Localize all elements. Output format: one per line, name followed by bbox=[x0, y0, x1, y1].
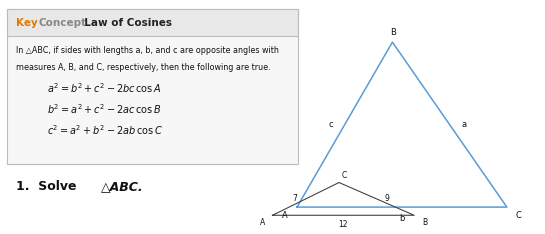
Text: Law of Cosines: Law of Cosines bbox=[77, 18, 172, 28]
FancyBboxPatch shape bbox=[7, 9, 298, 164]
Text: A: A bbox=[282, 211, 288, 220]
Text: Key: Key bbox=[16, 18, 38, 28]
Text: C: C bbox=[342, 171, 347, 180]
Text: $c^2 = a^2 + b^2 - 2ab\,\cos C$: $c^2 = a^2 + b^2 - 2ab\,\cos C$ bbox=[47, 123, 164, 137]
Text: △ABC.: △ABC. bbox=[101, 180, 143, 193]
Text: 1.  Solve: 1. Solve bbox=[16, 180, 81, 193]
Text: c: c bbox=[328, 120, 332, 129]
Text: Concept: Concept bbox=[38, 18, 86, 28]
Text: 7: 7 bbox=[293, 194, 298, 203]
FancyBboxPatch shape bbox=[7, 9, 298, 36]
Text: $b^2 = a^2 + c^2 - 2ac\,\cos B$: $b^2 = a^2 + c^2 - 2ac\,\cos B$ bbox=[47, 102, 162, 116]
Text: A: A bbox=[259, 218, 265, 227]
Text: a: a bbox=[462, 120, 467, 129]
Text: B: B bbox=[422, 218, 427, 227]
Text: measures A, B, and C, respectively, then the following are true.: measures A, B, and C, respectively, then… bbox=[16, 63, 271, 72]
Text: b: b bbox=[399, 214, 404, 223]
Text: 12: 12 bbox=[338, 220, 348, 229]
Text: 9: 9 bbox=[385, 194, 390, 203]
Text: C: C bbox=[516, 211, 522, 220]
Text: B: B bbox=[391, 28, 396, 37]
Text: $a^2 = b^2 + c^2 - 2bc\,\cos A$: $a^2 = b^2 + c^2 - 2bc\,\cos A$ bbox=[47, 81, 162, 95]
Text: In △ABC, if sides with lengths a, b, and c are opposite angles with: In △ABC, if sides with lengths a, b, and… bbox=[16, 46, 279, 55]
